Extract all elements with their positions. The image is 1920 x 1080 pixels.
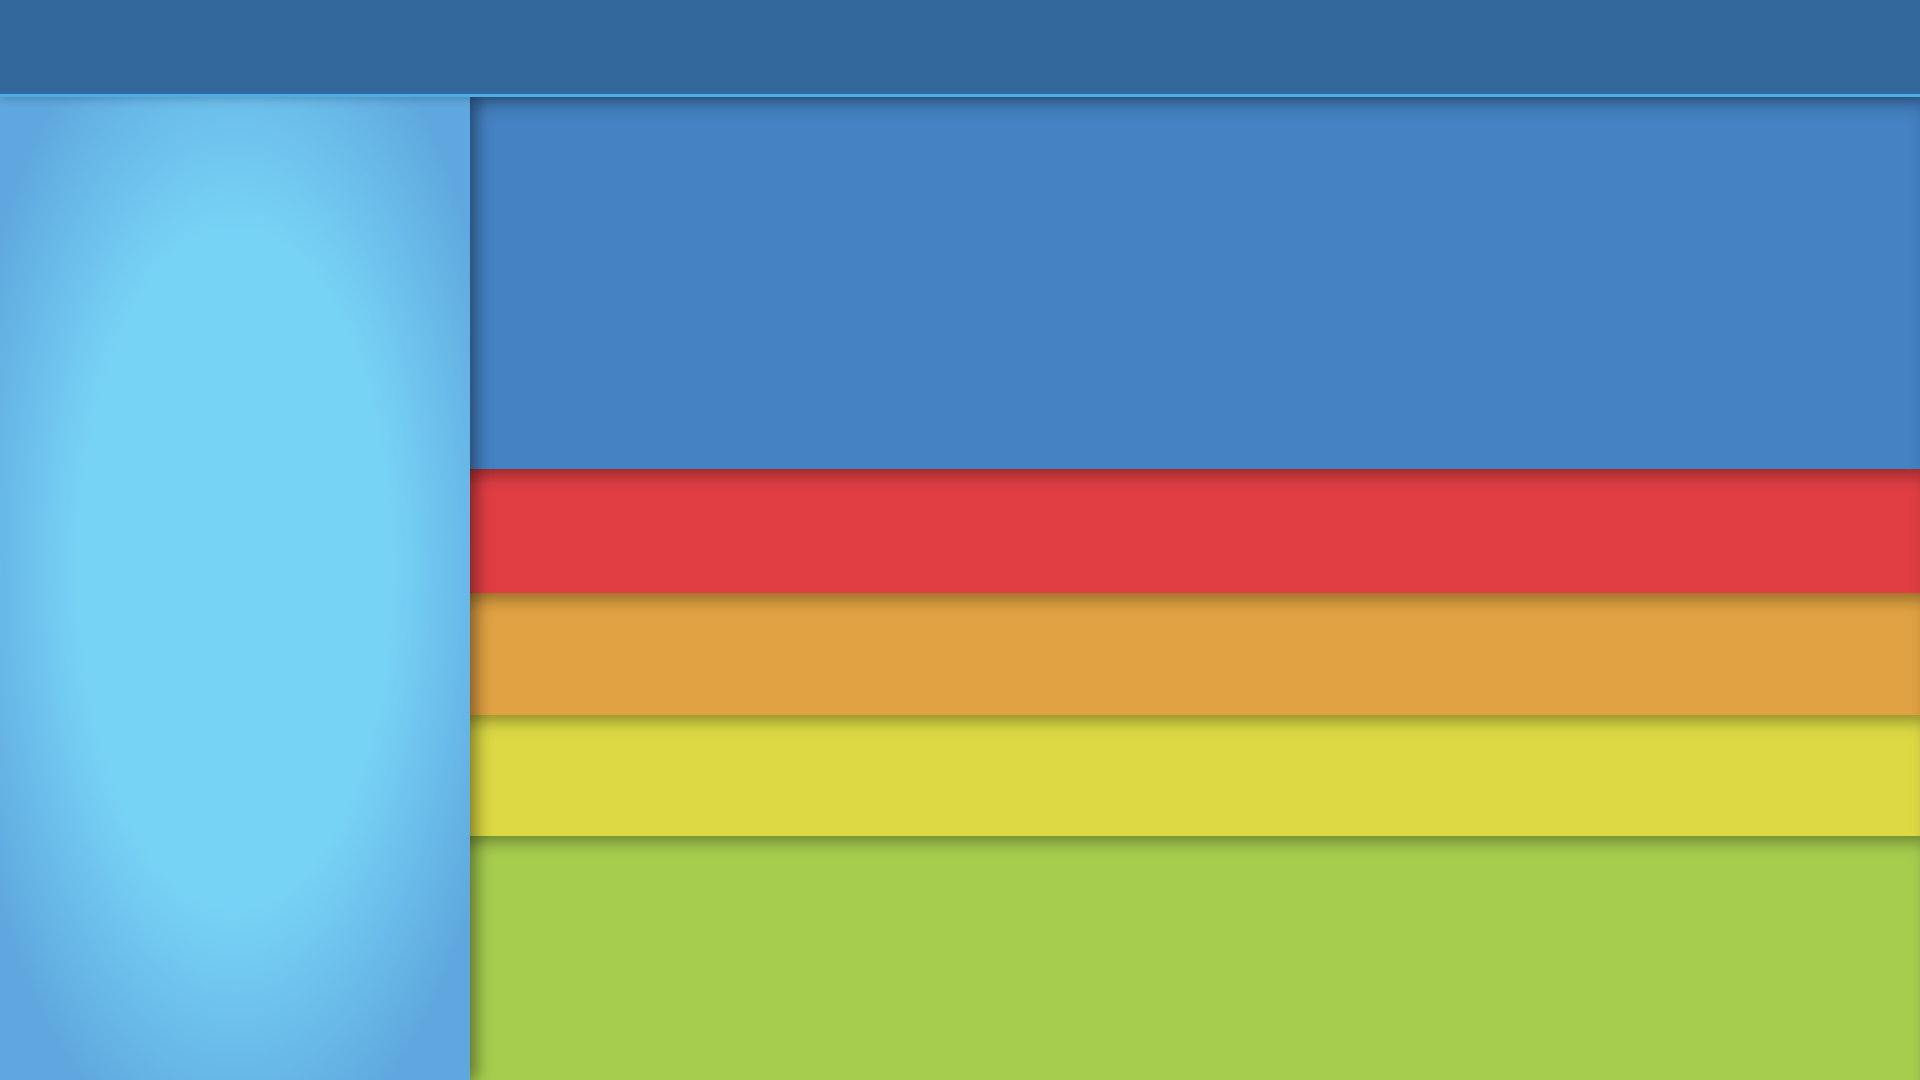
sidebar-panel bbox=[0, 97, 470, 1080]
band-red bbox=[470, 469, 1920, 593]
top-bar bbox=[0, 0, 1920, 97]
band-blue bbox=[470, 97, 1920, 469]
band-green bbox=[470, 836, 1920, 1080]
band-yellow bbox=[470, 715, 1920, 836]
band-blue-shadow bbox=[470, 97, 1920, 469]
top-bar-accent-line bbox=[0, 94, 1920, 97]
band-orange bbox=[470, 593, 1920, 715]
